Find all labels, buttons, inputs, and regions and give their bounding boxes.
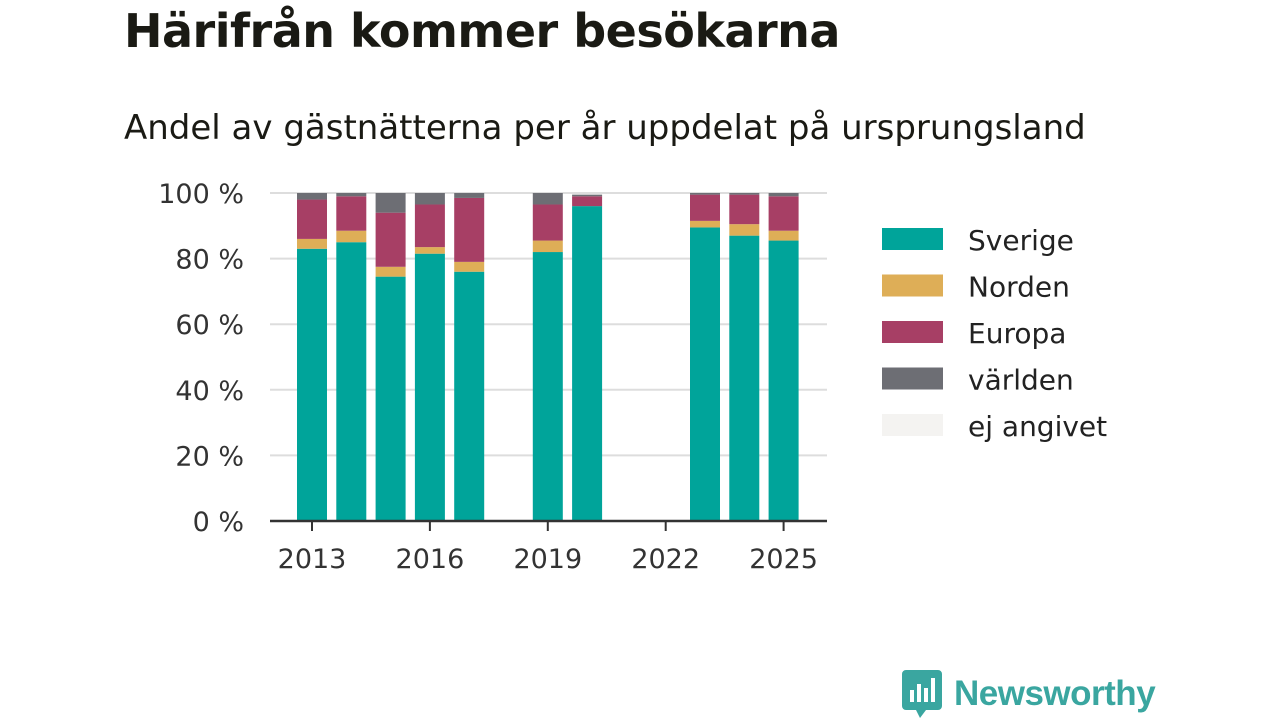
y-tick-label: 60 % xyxy=(175,310,244,341)
legend-label: Norden xyxy=(968,271,1070,304)
y-tick-label: 40 % xyxy=(175,376,244,407)
x-tick-label: 2016 xyxy=(396,544,465,575)
bar-segment xyxy=(375,212,406,267)
bar-segment xyxy=(336,193,367,197)
chart-title: Härifrån kommer besökarna xyxy=(124,4,840,58)
newsworthy-logo-icon xyxy=(902,670,942,718)
bar-segment xyxy=(297,193,327,200)
bar-segment xyxy=(336,242,367,521)
legend-swatch xyxy=(882,321,943,343)
bar-segment xyxy=(729,235,760,521)
bar-segment xyxy=(532,252,563,522)
legend-swatch xyxy=(882,414,943,436)
x-tick-label: 2022 xyxy=(631,544,700,575)
y-tick-label: 20 % xyxy=(175,441,244,472)
newsworthy-brand: Newsworthy xyxy=(902,670,1156,718)
bar-segment xyxy=(414,253,445,521)
bar-segment xyxy=(297,238,327,249)
bar-segment xyxy=(768,240,799,521)
bar-segment xyxy=(729,224,760,236)
bar-segment xyxy=(768,193,799,197)
y-tick-label: 0 % xyxy=(193,507,244,538)
bar-segment xyxy=(768,196,799,231)
bar-segment xyxy=(690,194,720,221)
y-tick-label: 100 % xyxy=(158,179,244,210)
bar-segment xyxy=(454,197,485,262)
bar-segment xyxy=(297,248,327,521)
bar-segment xyxy=(768,230,799,241)
bar-segment xyxy=(454,271,485,521)
bar-segment xyxy=(532,240,563,253)
bar-segment xyxy=(532,204,563,241)
legend-label: världen xyxy=(968,364,1074,397)
bar-segment xyxy=(375,266,406,277)
bar-segment xyxy=(414,193,445,205)
x-tick-label: 2025 xyxy=(749,544,818,575)
bar-segment xyxy=(336,230,367,243)
y-tick-label: 80 % xyxy=(175,245,244,276)
bar-segment xyxy=(375,276,406,521)
bar-segment xyxy=(729,193,760,195)
bar-segment xyxy=(532,193,563,205)
bar-segment xyxy=(454,193,485,198)
bar-segment xyxy=(336,196,367,231)
legend-label: Europa xyxy=(968,317,1066,350)
bar-segment xyxy=(375,193,406,213)
legend-label: Sverige xyxy=(968,224,1074,257)
bar-segment xyxy=(690,193,720,195)
x-tick-label: 2019 xyxy=(513,544,582,575)
bar-segment xyxy=(572,206,603,521)
bar-segment xyxy=(572,194,603,197)
legend-label: ej angivet xyxy=(968,410,1107,443)
x-tick-label: 2013 xyxy=(278,544,347,575)
bar-segment xyxy=(414,204,445,248)
bar-segment xyxy=(297,199,327,239)
legend-swatch xyxy=(882,228,943,250)
legend-swatch xyxy=(882,274,943,297)
brand-name: Newsworthy xyxy=(954,674,1156,713)
bar-segment xyxy=(729,194,760,225)
bar-segment xyxy=(690,227,720,521)
bar-segment xyxy=(454,261,485,272)
legend-swatch xyxy=(882,367,943,390)
chart-subtitle: Andel av gästnätterna per år uppdelat på… xyxy=(124,108,1086,148)
bar-segment xyxy=(414,247,445,254)
bar-segment xyxy=(690,220,720,228)
bar-segment xyxy=(572,196,603,207)
